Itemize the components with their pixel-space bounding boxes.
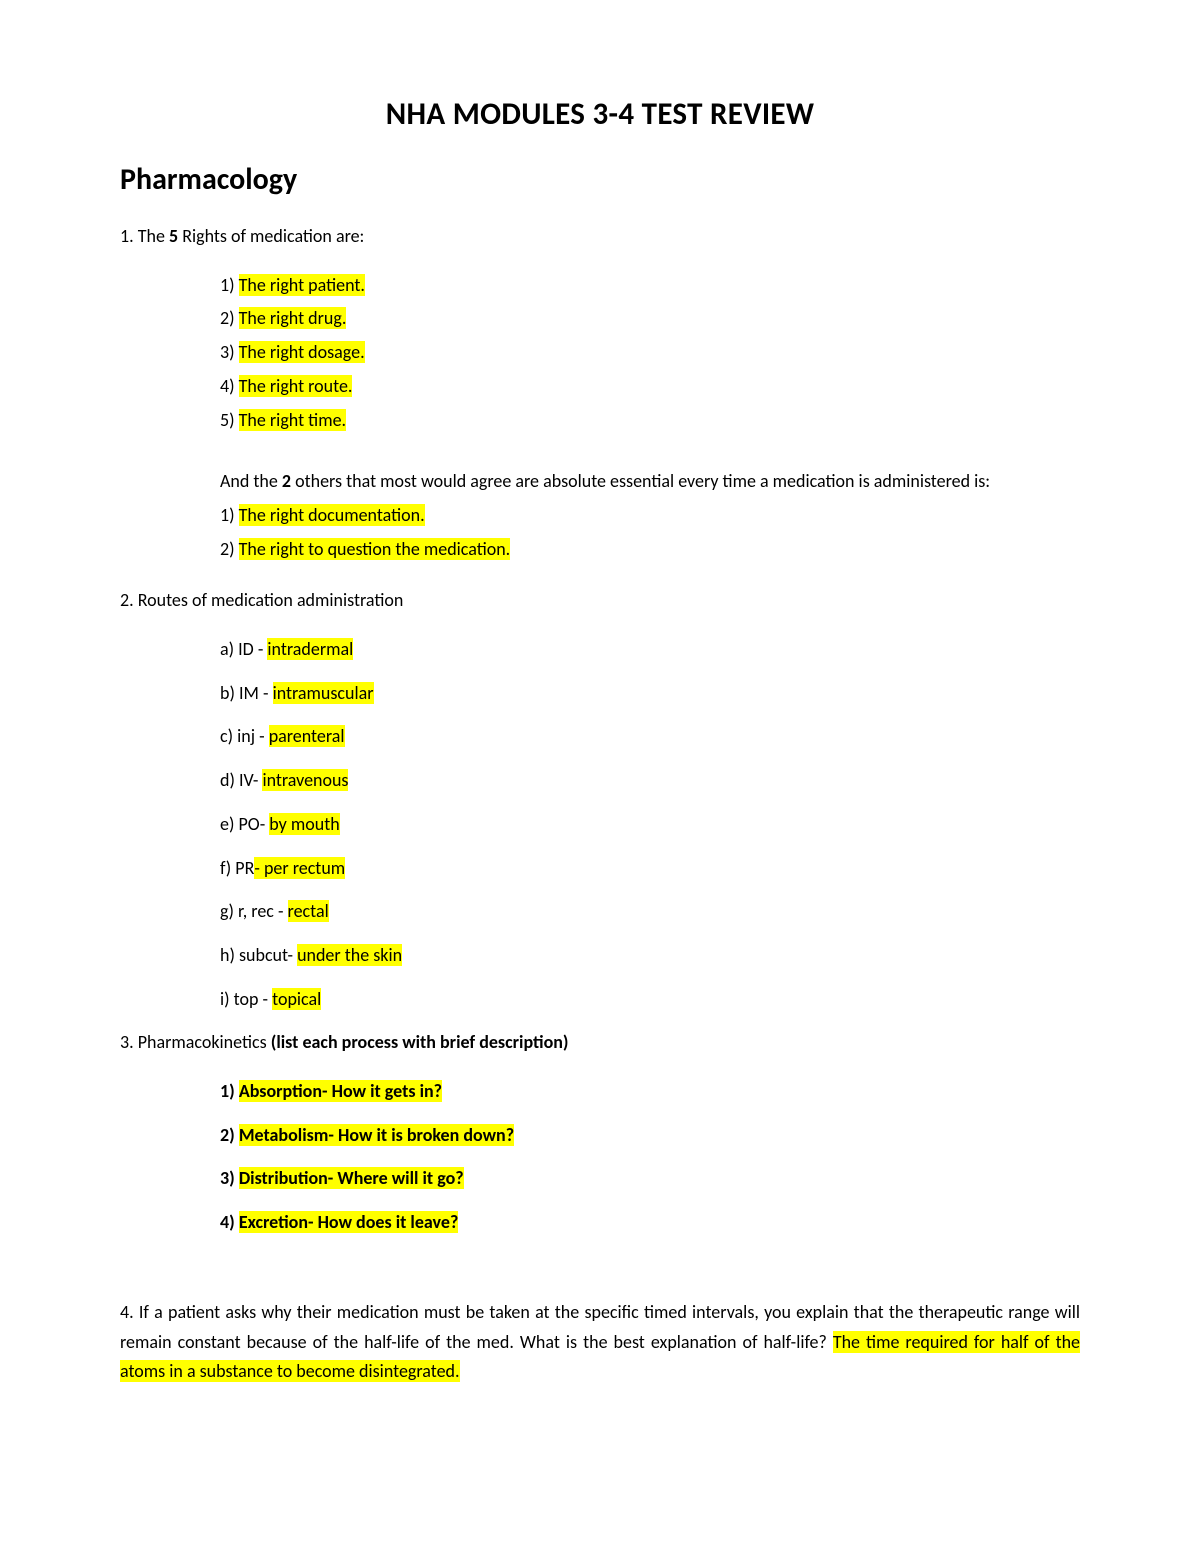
highlighted-text: The right patient. [239,274,365,296]
highlighted-text: intravenous [262,769,348,791]
question-4: 4. If a patient asks why their medicatio… [120,1298,1080,1387]
list-item: 3) Distribution- Where will it go? [220,1164,1080,1194]
highlighted-text: parenteral [269,725,345,747]
highlighted-text: under the skin [297,944,402,966]
highlighted-text: The right dosage. [239,341,365,363]
q3-num: 3. [120,1031,134,1053]
section-heading: Pharmacology [120,161,1080,198]
highlighted-text: topical [272,988,321,1010]
item-num: 4) [220,375,239,397]
q1-text-c: Rights of medication are: [178,225,364,247]
item-num: 1) [220,274,239,296]
item-pre: g) r, rec - [220,900,288,922]
item-pre: a) ID - [220,638,267,660]
highlighted-text: Excretion- How does it leave? [239,1211,458,1233]
question-1-prompt: 1. The 5 Rights of medication are: [120,222,1080,251]
extra-a: And the [220,470,282,492]
list-item: 3) The right dosage. [220,338,1080,368]
item-num: 3) [220,341,239,363]
highlighted-text: Absorption- How it gets in? [239,1080,442,1102]
item-num: 1) [220,1080,239,1102]
item-num: 4) [220,1211,239,1233]
highlighted-text: The right documentation. [239,504,425,526]
list-item: c) inj - parenteral [220,722,1080,752]
list-item: b) IM - intramuscular [220,679,1080,709]
list-item: 1) The right patient. [220,271,1080,301]
q2-answers: a) ID - intradermal b) IM - intramuscula… [220,635,1080,1014]
item-pre: e) PO- [220,813,269,835]
item-pre: f) PR [220,857,254,879]
item-num: 2) [220,538,239,560]
item-num: 5) [220,409,239,431]
list-item: 1) The right documentation. [220,501,1080,531]
item-pre: b) IM - [220,682,273,704]
item-num: 1) [220,504,239,526]
highlighted-text: intradermal [267,638,353,660]
highlighted-text: The right drug. [239,307,347,329]
item-pre: c) inj - [220,725,269,747]
list-item: f) PR- per rectum [220,854,1080,884]
item-pre: d) IV- [220,769,262,791]
list-item: 4) Excretion- How does it leave? [220,1208,1080,1238]
highlighted-text: The right route. [239,375,353,397]
list-item: d) IV- intravenous [220,766,1080,796]
q3-text: Pharmacokinetics [134,1031,271,1053]
q1-answers: 1) The right patient. 2) The right drug.… [220,271,1080,565]
list-item: 2) The right to question the medication. [220,535,1080,565]
item-num: 3) [220,1167,239,1189]
item-num: 2) [220,1124,239,1146]
item-num: 2) [220,307,239,329]
list-item: 2) Metabolism- How it is broken down? [220,1121,1080,1151]
extra-b: others that most would agree are absolut… [291,470,990,492]
extra-bold: 2 [282,470,291,492]
list-item: 5) The right time. [220,406,1080,436]
highlighted-text: - per rectum [254,857,345,879]
document-page: NHA MODULES 3-4 TEST REVIEW Pharmacology… [0,0,1200,1553]
list-item: g) r, rec - rectal [220,897,1080,927]
q3-answers: 1) Absorption- How it gets in? 2) Metabo… [220,1077,1080,1238]
question-2-prompt: 2. Routes of medication administration [120,586,1080,615]
highlighted-text: rectal [288,900,329,922]
highlighted-text: The right to question the medication. [239,538,511,560]
list-item: 4) The right route. [220,372,1080,402]
highlighted-text: The right time. [239,409,346,431]
list-item: i) top - topical [220,985,1080,1015]
q1-text-a: The [134,225,169,247]
document-title: NHA MODULES 3-4 TEST REVIEW [120,95,1080,133]
list-item: a) ID - intradermal [220,635,1080,665]
list-item: h) subcut- under the skin [220,941,1080,971]
q1-extra-text: And the 2 others that most would agree a… [220,467,1080,497]
list-item: e) PO- by mouth [220,810,1080,840]
item-pre: h) subcut- [220,944,297,966]
highlighted-text: by mouth [269,813,339,835]
highlighted-text: Distribution- Where will it go? [239,1167,464,1189]
highlighted-text: Metabolism- How it is broken down? [239,1124,514,1146]
q2-num: 2. [120,589,134,611]
q1-num: 1. [120,225,134,247]
question-3-prompt: 3. Pharmacokinetics (list each process w… [120,1028,1080,1057]
list-item: 1) Absorption- How it gets in? [220,1077,1080,1107]
highlighted-text: intramuscular [273,682,374,704]
q2-text: Routes of medication administration [134,589,404,611]
item-pre: i) top - [220,988,272,1010]
list-item: 2) The right drug. [220,304,1080,334]
q3-bold: (list each process with brief descriptio… [271,1031,569,1053]
q1-bold: 5 [169,225,178,247]
